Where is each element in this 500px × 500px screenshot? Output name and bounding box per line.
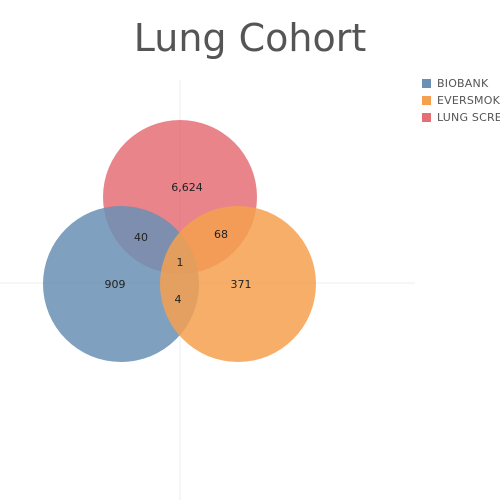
legend-swatch-eversmoker — [422, 96, 431, 105]
legend: BIOBANK EVERSMOKER LUNG SCREENING — [422, 75, 500, 126]
legend-swatch-lung-screening — [422, 113, 431, 122]
legend-label-biobank: BIOBANK — [437, 77, 489, 90]
region-label-all-three: 1 — [177, 256, 184, 269]
region-label-eversmoker-lung: 68 — [214, 228, 228, 241]
region-label-lung-only: 6,624 — [171, 181, 203, 194]
region-label-biobank-eversmoker: 4 — [175, 293, 182, 306]
venn-circle-eversmoker[interactable] — [160, 206, 316, 362]
region-label-eversmoker-only: 371 — [231, 278, 252, 291]
legend-swatch-biobank — [422, 79, 431, 88]
legend-item-eversmoker[interactable]: EVERSMOKER — [422, 92, 500, 109]
chart-title: Lung Cohort — [133, 16, 367, 60]
legend-item-lung-screening[interactable]: LUNG SCREENING — [422, 109, 500, 126]
legend-label-eversmoker: EVERSMOKER — [437, 94, 500, 107]
legend-label-lung-screening: LUNG SCREENING — [437, 111, 500, 124]
region-label-biobank-lung: 40 — [134, 231, 148, 244]
region-label-biobank-only: 909 — [105, 278, 126, 291]
legend-item-biobank[interactable]: BIOBANK — [422, 75, 500, 92]
venn-circle-biobank[interactable] — [43, 206, 199, 362]
